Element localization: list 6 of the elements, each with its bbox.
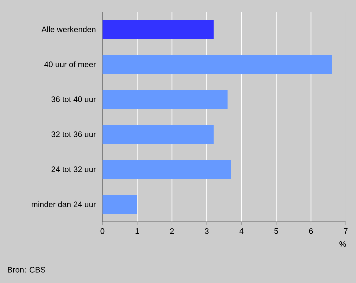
bar: [102, 55, 332, 74]
bar: [102, 125, 214, 144]
bar: [102, 20, 214, 40]
bar: [102, 160, 232, 180]
bar: [102, 90, 228, 110]
bar: [102, 195, 138, 214]
